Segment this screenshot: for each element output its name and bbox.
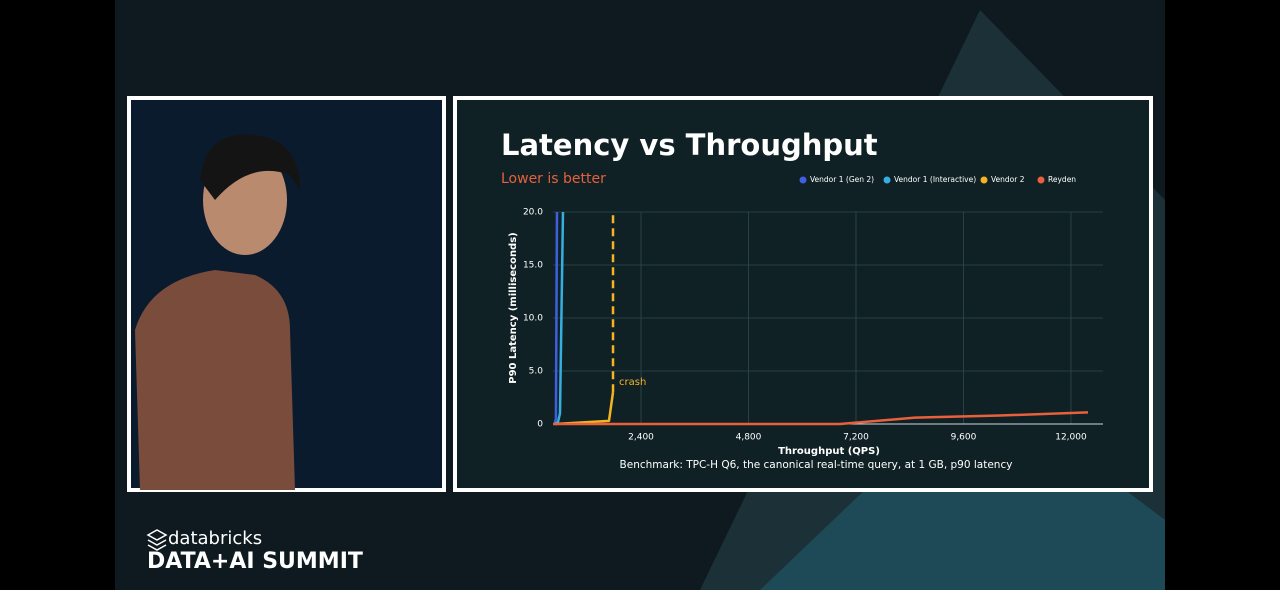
y-tick-label: 15.0 <box>523 261 543 271</box>
x-tick-label: 4,800 <box>736 433 762 443</box>
brand-event: DATA+AI SUMMIT <box>147 549 363 574</box>
y-tick-label: 10.0 <box>523 314 543 324</box>
legend-swatch <box>883 176 891 184</box>
legend-swatch <box>980 176 988 184</box>
caption: Benchmark: TPC-H Q6, the canonical real-… <box>620 459 1013 471</box>
x-tick-label: 7,200 <box>843 433 869 443</box>
y-tick-label: 5.0 <box>529 367 544 377</box>
chart-title: Latency vs Throughput <box>501 128 878 162</box>
legend-label: Reyden <box>1048 175 1076 184</box>
legend-label: Vendor 1 (Interactive) <box>894 175 976 184</box>
y-axis-label: P90 Latency (milliseconds) <box>508 232 519 384</box>
x-axis-label: Throughput (QPS) <box>778 446 880 457</box>
chart-subtitle: Lower is better <box>501 171 606 187</box>
x-tick-label: 12,000 <box>1055 433 1087 443</box>
series-line <box>553 211 559 425</box>
legend-label: Vendor 2 <box>991 175 1025 184</box>
brand-logo <box>146 529 168 551</box>
speaker <box>135 134 300 490</box>
annotation: crash <box>619 377 646 388</box>
series-line <box>553 411 1089 426</box>
x-tick-label: 9,600 <box>951 433 977 443</box>
legend-swatch <box>799 176 807 184</box>
brand-company: databricks <box>168 528 262 549</box>
y-tick-label: 0 <box>537 420 543 430</box>
legend-label: Vendor 1 (Gen 2) <box>810 175 874 184</box>
legend-swatch <box>1037 176 1045 184</box>
y-tick-label: 20.0 <box>523 208 543 218</box>
x-tick-label: 2,400 <box>628 433 654 443</box>
